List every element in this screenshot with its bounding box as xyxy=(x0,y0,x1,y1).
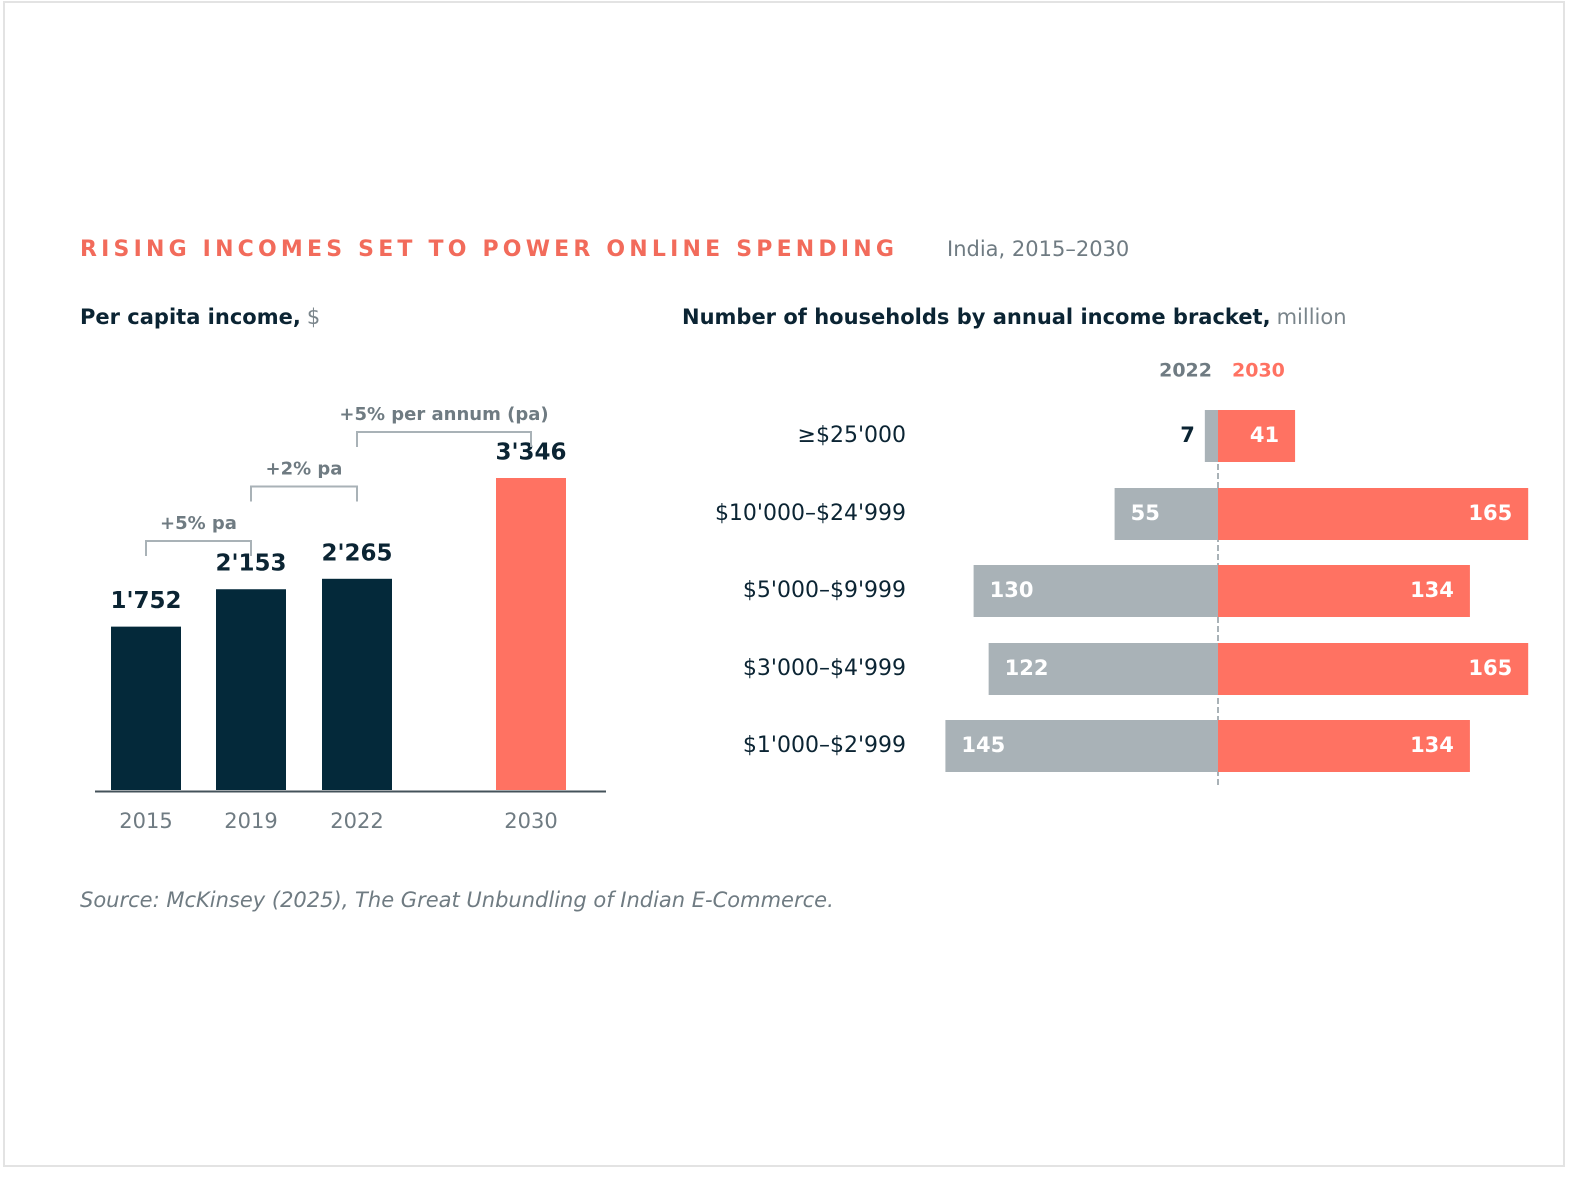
bar xyxy=(216,589,286,790)
value-label: 134 xyxy=(1410,733,1454,757)
bar xyxy=(1218,565,1470,617)
x-tick-label: 2030 xyxy=(504,809,557,833)
legend-label: 2022 xyxy=(1159,360,1212,382)
value-label: 165 xyxy=(1468,501,1512,525)
legend-label: 2030 xyxy=(1232,360,1285,382)
y-tick-label: ≥$25'000 xyxy=(798,423,906,448)
bar xyxy=(1204,410,1218,462)
bracket xyxy=(145,540,252,556)
value-label: 134 xyxy=(1410,578,1454,602)
y-tick-label: $1'000–$2'999 xyxy=(743,733,906,758)
value-label: 130 xyxy=(990,578,1034,602)
value-label: 165 xyxy=(1468,656,1512,680)
x-tick-label: 2019 xyxy=(224,809,277,833)
source: Source: McKinsey (2025), The Great Unbun… xyxy=(80,888,834,912)
page-title: RISING INCOMES SET TO POWER ONLINE SPEND… xyxy=(80,237,898,262)
bar xyxy=(1218,410,1296,462)
title-text: Per capita income, xyxy=(80,305,301,329)
bar xyxy=(111,626,181,790)
bracket xyxy=(250,485,358,502)
page-subtitle: India, 2015–2030 xyxy=(947,237,1129,261)
value-label: 122 xyxy=(1005,656,1049,680)
bar xyxy=(988,643,1218,695)
chart-title: Number of households by annual income br… xyxy=(682,305,1347,329)
annotation: +5% pa xyxy=(160,513,237,534)
bar xyxy=(322,578,392,790)
bracket xyxy=(356,431,532,447)
y-tick-label: $5'000–$9'999 xyxy=(743,578,906,603)
value-label: 1'752 xyxy=(110,588,181,614)
value-label: 145 xyxy=(961,733,1005,757)
value-label: 7 xyxy=(1180,423,1195,447)
bar xyxy=(945,720,1218,772)
bar xyxy=(1218,720,1470,772)
unit: $ xyxy=(307,305,320,329)
bar xyxy=(1218,643,1529,695)
annotation: +5% per annum (pa) xyxy=(339,404,548,425)
x-tick-label: 2015 xyxy=(119,809,172,833)
bar xyxy=(1218,488,1529,540)
unit: million xyxy=(1277,305,1347,329)
bar xyxy=(1114,488,1218,540)
chart-title: Per capita income, $ xyxy=(80,305,320,329)
bar xyxy=(973,565,1218,617)
value-label: 2'265 xyxy=(321,540,392,566)
bar xyxy=(496,478,566,790)
annotation: +2% pa xyxy=(266,459,343,480)
y-tick-label: $10'000–$24'999 xyxy=(715,501,906,526)
value-label: 55 xyxy=(1131,501,1160,525)
x-tick-label: 2022 xyxy=(330,809,383,833)
value-label: 41 xyxy=(1250,423,1279,447)
title-text: Number of households by annual income br… xyxy=(682,305,1271,329)
y-tick-label: $3'000–$4'999 xyxy=(743,656,906,681)
